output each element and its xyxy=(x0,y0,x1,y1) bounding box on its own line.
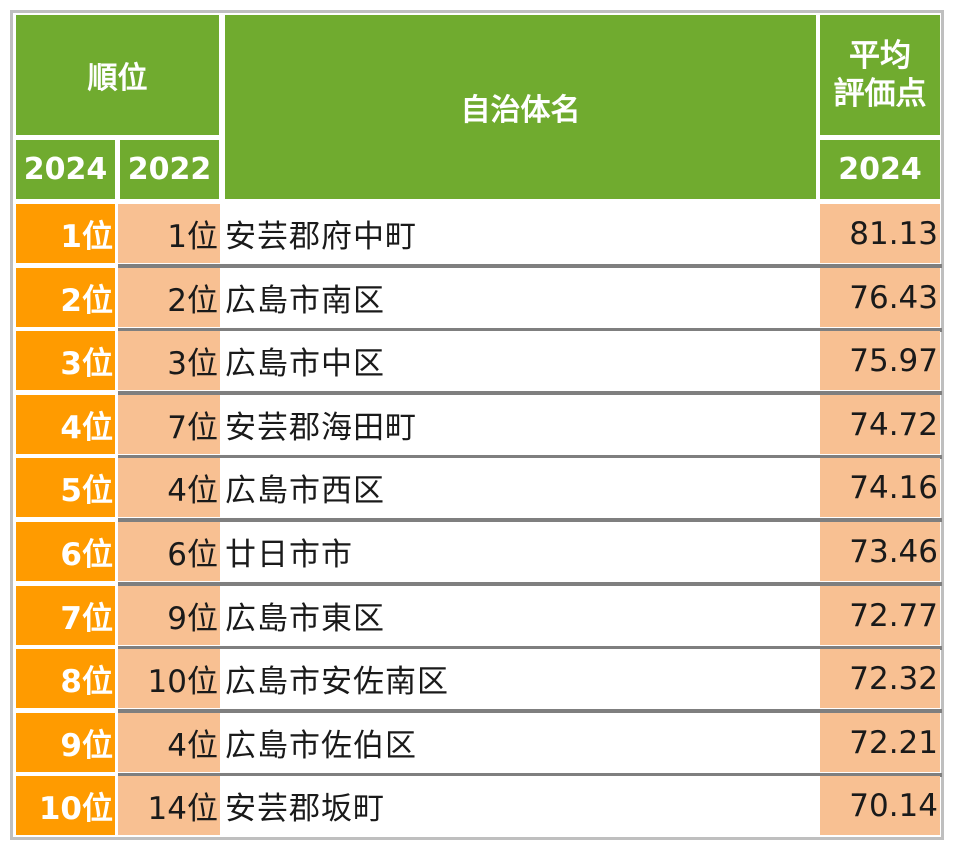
rank-2024-cell: 7位 xyxy=(16,586,115,645)
municipality-name-cell: 廿日市市 xyxy=(220,522,820,581)
rank-2022-cell: 9位 xyxy=(118,586,220,645)
score-cell: 72.32 xyxy=(820,649,940,708)
score-cell: 74.72 xyxy=(820,395,940,454)
rank-header: 順位 xyxy=(16,15,219,135)
score-header-line2: 評価点 xyxy=(833,76,927,112)
year-2024-header: 2024 xyxy=(16,140,115,199)
rank-2024-cell: 6位 xyxy=(16,522,115,581)
rank-2022-cell: 3位 xyxy=(118,331,220,390)
rank-2024-cell: 8位 xyxy=(16,649,115,708)
rank-2022-cell: 6位 xyxy=(118,522,220,581)
score-cell: 70.14 xyxy=(820,776,940,835)
rank-2022-cell: 2位 xyxy=(118,268,220,327)
rank-2022-cell: 1位 xyxy=(118,204,220,263)
score-header: 平均 評価点 xyxy=(820,15,940,135)
municipality-name-cell: 広島市中区 xyxy=(220,331,820,390)
municipality-name-cell: 広島市佐伯区 xyxy=(220,713,820,772)
score-cell: 81.13 xyxy=(820,204,940,263)
rank-2022-cell: 14位 xyxy=(118,776,220,835)
score-cell: 76.43 xyxy=(820,268,940,327)
row-separator xyxy=(118,328,942,332)
rank-2024-cell: 2位 xyxy=(16,268,115,327)
score-cell: 73.46 xyxy=(820,522,940,581)
row-separator xyxy=(118,646,942,650)
score-header-line1: 平均 xyxy=(849,38,911,74)
rank-2024-cell: 5位 xyxy=(16,458,115,517)
municipality-name-cell: 安芸郡坂町 xyxy=(220,776,820,835)
row-separator xyxy=(118,709,942,713)
municipality-name-cell: 安芸郡海田町 xyxy=(220,395,820,454)
row-separator xyxy=(118,264,942,268)
municipality-name-cell: 広島市西区 xyxy=(220,458,820,517)
municipality-name-cell: 広島市安佐南区 xyxy=(220,649,820,708)
rank-2022-cell: 10位 xyxy=(118,649,220,708)
rank-2022-cell: 4位 xyxy=(118,458,220,517)
rank-2022-cell: 4位 xyxy=(118,713,220,772)
row-separator xyxy=(118,455,942,459)
rank-2024-cell: 9位 xyxy=(16,713,115,772)
year-2022-header: 2022 xyxy=(120,140,219,199)
row-separator xyxy=(118,518,942,522)
municipality-name-cell: 広島市南区 xyxy=(220,268,820,327)
rank-2022-cell: 7位 xyxy=(118,395,220,454)
name-header: 自治体名 xyxy=(225,15,816,199)
rank-2024-cell: 4位 xyxy=(16,395,115,454)
rank-2024-cell: 10位 xyxy=(16,776,115,835)
row-separator xyxy=(118,773,942,777)
score-cell: 75.97 xyxy=(820,331,940,390)
row-separator xyxy=(118,582,942,586)
row-separator xyxy=(118,391,942,395)
municipality-name-cell: 安芸郡府中町 xyxy=(220,204,820,263)
municipality-name-cell: 広島市東区 xyxy=(220,586,820,645)
score-year-header: 2024 xyxy=(820,140,940,199)
score-cell: 74.16 xyxy=(820,458,940,517)
score-cell: 72.77 xyxy=(820,586,940,645)
rank-2024-cell: 3位 xyxy=(16,331,115,390)
rank-2024-cell: 1位 xyxy=(16,204,115,263)
score-cell: 72.21 xyxy=(820,713,940,772)
